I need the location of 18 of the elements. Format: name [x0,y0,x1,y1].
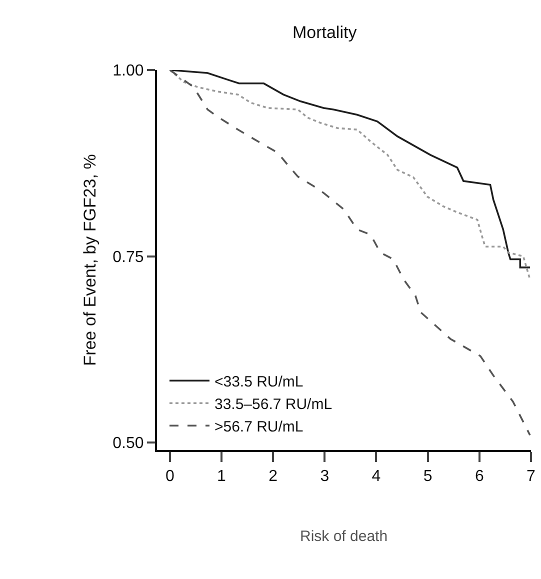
x-tick-label: 0 [165,468,174,486]
x-tick-label: 5 [423,468,432,486]
legend-label: 33.5–56.7 RU/mL [214,396,332,413]
x-tick-label: 4 [372,468,381,486]
y-axis-title: Free of Event, by FGF23, % [80,154,100,366]
text: Risk of death [300,528,388,545]
chart-title: Mortality [292,22,358,42]
y-tick-label: 0.75 [112,248,144,266]
x-tick-label: 7 [526,468,536,486]
y-tick-label: 1.00 [112,62,144,80]
x-tick-label: 2 [268,468,278,486]
x-tick-label: 1 [217,468,226,486]
y-tick-label: 0.50 [112,435,144,452]
line-series [169,70,531,436]
legend-label: >56.7 RU/mL [214,418,304,436]
x-tick-label: 6 [474,468,484,486]
x-tick-label: 3 [320,468,330,486]
legend-label: <33.5 RU/mL [214,374,304,390]
